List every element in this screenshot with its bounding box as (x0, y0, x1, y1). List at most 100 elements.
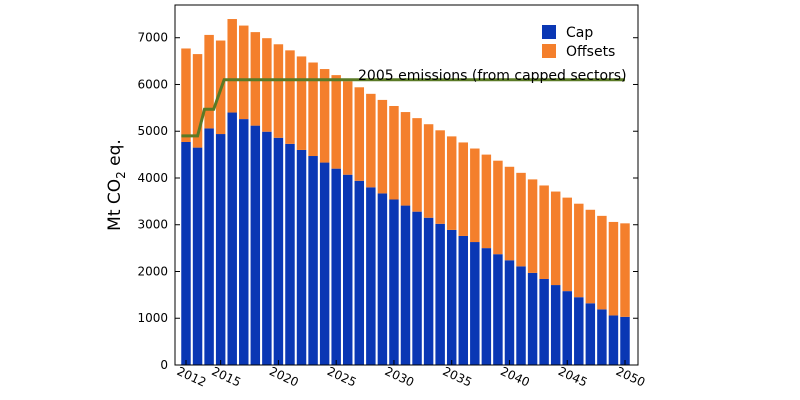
bar-offsets (262, 38, 272, 132)
legend-swatch-offsets (542, 44, 556, 58)
bar-cap (354, 180, 365, 365)
bar-offsets (319, 69, 330, 163)
bar-cap (585, 303, 596, 365)
annotations (181, 78, 625, 138)
bar-cap (481, 248, 492, 365)
bar-cap (597, 309, 607, 365)
bar-cap (574, 297, 584, 365)
x-tick-label: 2050 (614, 364, 648, 390)
y-tick-label: 5000 (137, 124, 168, 138)
bar-cap (331, 168, 341, 365)
bar-offsets (470, 148, 480, 243)
bar-offsets (435, 130, 445, 224)
bar-cap (539, 278, 549, 365)
bar-offsets (608, 221, 619, 316)
bar-offsets (446, 136, 457, 230)
plot-area (181, 19, 630, 366)
y-tick-label: 6000 (137, 77, 168, 91)
bar-offsets (527, 179, 538, 273)
bar-offsets (377, 99, 388, 194)
bar-offsets (331, 75, 341, 169)
bar-cap (262, 131, 272, 365)
bar-offsets (516, 172, 526, 267)
bar-offsets (574, 203, 584, 298)
bar-cap (470, 242, 480, 365)
bar-offsets (354, 87, 365, 181)
y-tick-label: 4000 (137, 171, 168, 185)
bar-cap (181, 141, 191, 365)
bar-cap (296, 149, 307, 365)
bar-offsets (343, 81, 353, 175)
bar-cap (319, 162, 330, 365)
x-tick-label: 2020 (267, 364, 301, 390)
bar-offsets (423, 124, 434, 218)
bar-cap (423, 217, 434, 365)
bar-cap (504, 260, 515, 365)
bar-cap (400, 205, 411, 365)
y-tick-label: 0 (160, 358, 168, 372)
bar-offsets (412, 118, 422, 212)
bar-offsets (308, 62, 318, 157)
bar-cap (389, 199, 399, 365)
legend-swatch-cap (542, 25, 556, 39)
bar-cap (204, 128, 214, 365)
y-axis-label: Mt CO2 eq. (105, 139, 128, 231)
y-tick-label: 1000 (137, 311, 168, 325)
bar-offsets (493, 160, 503, 255)
bar-cap (192, 147, 203, 365)
bar-cap (215, 134, 226, 365)
x-tick-label: 2030 (383, 364, 417, 390)
bar-cap (412, 211, 422, 365)
x-tick-label: 2045 (556, 364, 590, 390)
bar-offsets (458, 142, 468, 236)
bar-cap (446, 229, 457, 365)
bar-offsets (481, 154, 492, 249)
bar-cap (343, 174, 353, 365)
bar-offsets (273, 44, 284, 138)
bar-offsets (239, 25, 249, 120)
bar-offsets (620, 223, 630, 317)
reference-line-label: 2005 emissions (from capped sectors) (358, 68, 627, 84)
bar-cap (562, 291, 572, 365)
x-tick-label: 2035 (440, 364, 474, 390)
reference-line (181, 78, 625, 138)
bar-cap (250, 125, 261, 366)
legend-label-offsets: Offsets (566, 44, 615, 60)
bar-offsets (585, 209, 596, 304)
bar-offsets (366, 93, 376, 188)
bar-offsets (192, 54, 203, 148)
x-tick-label: 2015 (209, 364, 243, 390)
bar-offsets (204, 34, 214, 129)
bar-offsets (227, 19, 237, 113)
bar-cap (273, 137, 284, 365)
bar-cap (239, 119, 249, 365)
legend: Cap Offsets (542, 25, 615, 60)
bar-offsets (400, 112, 411, 206)
x-tick-label: 2040 (498, 364, 532, 390)
bar-cap (458, 235, 468, 365)
bar-cap (227, 112, 237, 365)
bar-offsets (562, 197, 572, 292)
bar-cap (608, 315, 619, 365)
bar-offsets (285, 50, 295, 144)
bar-offsets (181, 48, 191, 142)
bar-cap (620, 316, 630, 365)
legend-label-cap: Cap (566, 25, 593, 41)
bar-offsets (597, 215, 607, 310)
bar-cap (285, 143, 295, 365)
bar-offsets (550, 191, 561, 286)
x-tick-label: 2025 (325, 364, 359, 390)
bar-cap (377, 193, 388, 365)
y-tick-label: 2000 (137, 264, 168, 278)
x-tick-label: 2012 (175, 364, 209, 390)
bar-cap (527, 272, 538, 365)
bar-offsets (389, 105, 399, 200)
bar-offsets (539, 185, 549, 279)
bar-offsets (504, 166, 515, 261)
bar-cap (550, 285, 561, 365)
plot-frame (174, 4, 639, 366)
bar-cap (516, 266, 526, 365)
bar-cap (308, 156, 318, 365)
bar-cap (435, 223, 445, 365)
bar-cap (366, 187, 376, 365)
